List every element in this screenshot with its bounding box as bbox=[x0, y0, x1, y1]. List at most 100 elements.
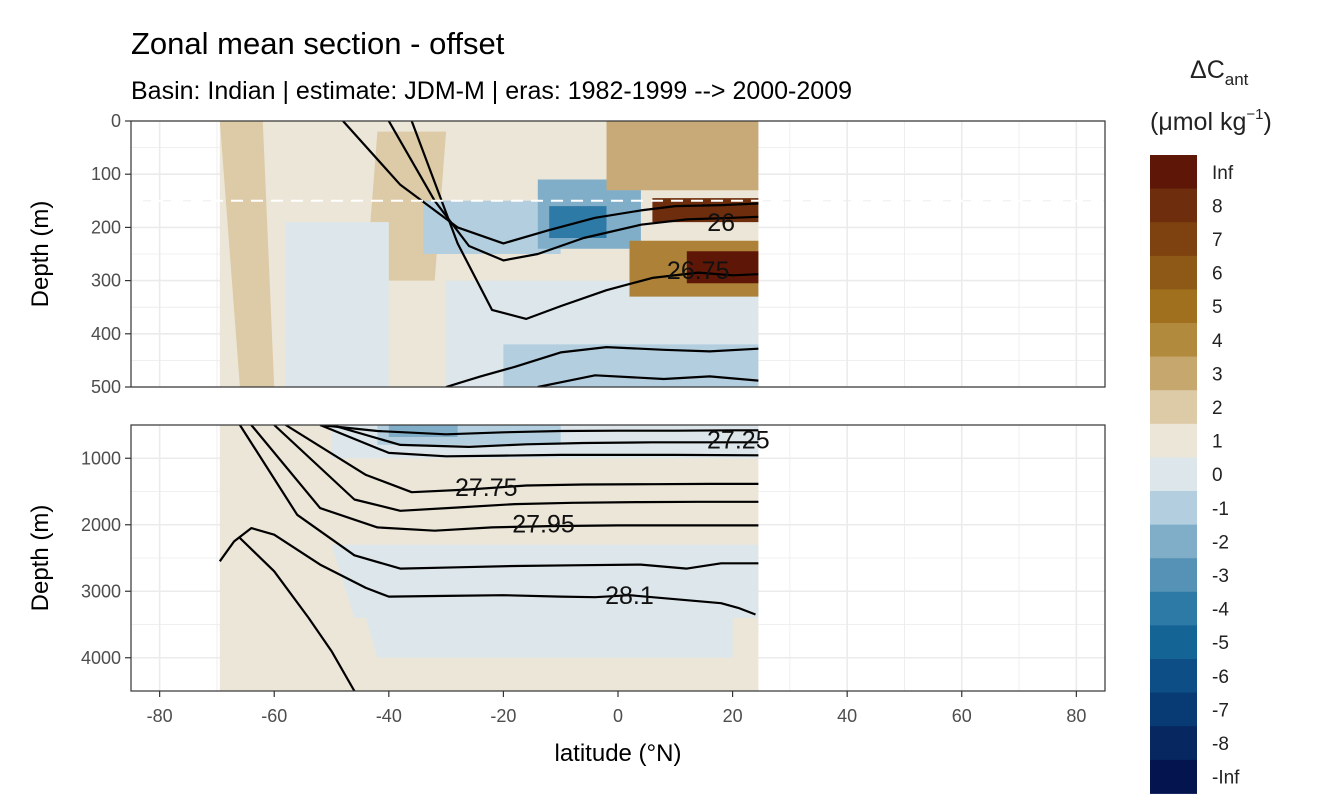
legend-key-label: 3 bbox=[1212, 364, 1223, 385]
legend-key-swatch bbox=[1150, 222, 1197, 257]
legend-unit-close: ) bbox=[1263, 108, 1271, 136]
upper-y-axis-label: Depth (m) bbox=[27, 201, 54, 308]
legend-key-label: -5 bbox=[1212, 633, 1229, 654]
legend-key-label: 8 bbox=[1212, 196, 1223, 217]
legend-key-swatch bbox=[1150, 726, 1197, 761]
contour-label: 27.75 bbox=[455, 474, 518, 502]
legend-key-swatch bbox=[1150, 759, 1197, 794]
legend-key-swatch bbox=[1150, 390, 1197, 425]
x-tick-label: -20 bbox=[490, 706, 516, 726]
lower-y-tick-label: 3000 bbox=[81, 581, 121, 601]
legend-key-label: -2 bbox=[1212, 532, 1229, 553]
legend-key-swatch bbox=[1150, 524, 1197, 559]
isopycnal-line bbox=[342, 121, 759, 245]
legend-key-label: 2 bbox=[1212, 398, 1223, 419]
x-tick-label: 0 bbox=[613, 706, 623, 726]
fill-region--1 bbox=[365, 617, 733, 658]
fill-region--1 bbox=[285, 222, 389, 387]
x-tick-label: 80 bbox=[1066, 706, 1086, 726]
isopycnal-line bbox=[331, 425, 759, 448]
upper-y-tick-label: 0 bbox=[111, 111, 121, 131]
legend-unit: (μmol kg−1) bbox=[1150, 106, 1272, 136]
legend-key-label: 4 bbox=[1212, 331, 1223, 352]
legend-key-label: -8 bbox=[1212, 734, 1229, 755]
isopycnal-line bbox=[273, 425, 759, 512]
isopycnal-line bbox=[250, 425, 759, 532]
isopycnal-line bbox=[537, 374, 759, 387]
legend-key-swatch bbox=[1150, 692, 1197, 727]
isopycnal-line bbox=[319, 425, 759, 458]
legend-key-label: Inf bbox=[1212, 163, 1234, 184]
isopycnal-line bbox=[218, 526, 756, 616]
contour-label: 26.75 bbox=[667, 257, 730, 285]
upper-y-tick-label: 200 bbox=[91, 217, 121, 237]
legend-key-label: 6 bbox=[1212, 264, 1223, 285]
legend-title-main: ΔC bbox=[1190, 56, 1225, 84]
legend-key-swatch bbox=[1150, 356, 1197, 391]
lower-y-tick-label: 4000 bbox=[81, 648, 121, 668]
legend-key-swatch bbox=[1150, 323, 1197, 358]
legend-key-swatch bbox=[1150, 155, 1197, 190]
x-tick-label: 60 bbox=[952, 706, 972, 726]
legend-key-label: 5 bbox=[1212, 297, 1223, 318]
x-axis: -80 -60 -40 -20 0 20 40 60 80 bbox=[147, 691, 1086, 726]
legend-key-label: 0 bbox=[1212, 465, 1223, 486]
x-tick-label: -80 bbox=[147, 706, 173, 726]
lower-fill-layer bbox=[219, 425, 759, 691]
legend-key-swatch bbox=[1150, 457, 1197, 492]
lower-y-tick-label: 1000 bbox=[81, 448, 121, 468]
contour-label: 28.1 bbox=[605, 582, 654, 610]
chart-title: Zonal mean section - offset bbox=[131, 26, 505, 61]
legend-key-swatch bbox=[1150, 188, 1197, 223]
isopycnal-line bbox=[319, 425, 759, 436]
contour-label: 26 bbox=[707, 209, 735, 237]
legend-unit-open: (μmol kg bbox=[1150, 108, 1246, 136]
legend-key-swatch bbox=[1150, 558, 1197, 593]
x-axis-label: latitude (°N) bbox=[555, 740, 682, 767]
contour-label: 27.25 bbox=[707, 427, 770, 455]
upper-panel-border bbox=[130, 120, 1106, 388]
legend-key-label: -Inf bbox=[1212, 768, 1240, 789]
legend-title: ΔCant bbox=[1190, 56, 1249, 89]
legend-key-label: -7 bbox=[1212, 700, 1229, 721]
lower-panel: 27.25 27.75 27.95 28.1 1000 2000 3000 4000 Depth… bbox=[27, 424, 1106, 692]
legend-unit-sup: −1 bbox=[1246, 106, 1263, 123]
lower-y-axis-label: Depth (m) bbox=[27, 505, 54, 612]
legend-key-label: -4 bbox=[1212, 600, 1229, 621]
chart-subtitle: Basin: Indian | estimate: JDM-M | eras: … bbox=[131, 77, 852, 105]
isopycnal-line bbox=[285, 425, 759, 494]
color-legend: ΔCant (μmol kg−1) Inf 8 7 6 5 4 3 2 1 0 -1 -2 -3 -4 -5… bbox=[1150, 56, 1272, 794]
isopycnal-line bbox=[239, 537, 356, 691]
isopycnal-line bbox=[445, 346, 759, 387]
x-tick-label: -40 bbox=[376, 706, 402, 726]
legend-key-label: -6 bbox=[1212, 667, 1229, 688]
legend-key-swatch bbox=[1150, 255, 1197, 290]
upper-y-tick-label: 100 bbox=[91, 164, 121, 184]
isopycnal-line bbox=[410, 121, 759, 320]
fill-region-2 bbox=[219, 121, 275, 387]
legend-key-label: -1 bbox=[1212, 499, 1229, 520]
upper-y-tick-label: 400 bbox=[91, 324, 121, 344]
upper-isopycnals bbox=[342, 121, 759, 387]
legend-title-sub: ant bbox=[1225, 70, 1249, 89]
isopycnal-line bbox=[387, 121, 759, 262]
legend-key-label: 1 bbox=[1212, 432, 1223, 453]
upper-y-tick-label: 300 bbox=[91, 271, 121, 291]
legend-key-swatch bbox=[1150, 591, 1197, 626]
isopycnal-line bbox=[238, 425, 759, 570]
legend-key-swatch bbox=[1150, 491, 1197, 526]
x-tick-label: 40 bbox=[837, 706, 857, 726]
upper-panel: 26 26.75 0 100 200 300 400 500 Depth (m) bbox=[27, 111, 1106, 397]
x-tick-label: 20 bbox=[723, 706, 743, 726]
legend-keys: Inf 8 7 6 5 4 3 2 1 0 -1 -2 -3 -4 -5 -6 -7 -8 -Inf bbox=[1150, 155, 1240, 794]
legend-key-label: 7 bbox=[1212, 230, 1223, 251]
contour-label: 27.95 bbox=[512, 510, 575, 538]
upper-y-tick-label: 500 bbox=[91, 377, 121, 397]
fill-region--1 bbox=[331, 544, 759, 618]
lower-y-tick-label: 2000 bbox=[81, 515, 121, 535]
x-tick-label: -60 bbox=[261, 706, 287, 726]
legend-key-swatch bbox=[1150, 289, 1197, 324]
legend-key-swatch bbox=[1150, 423, 1197, 458]
lower-isopycnals bbox=[218, 425, 759, 691]
